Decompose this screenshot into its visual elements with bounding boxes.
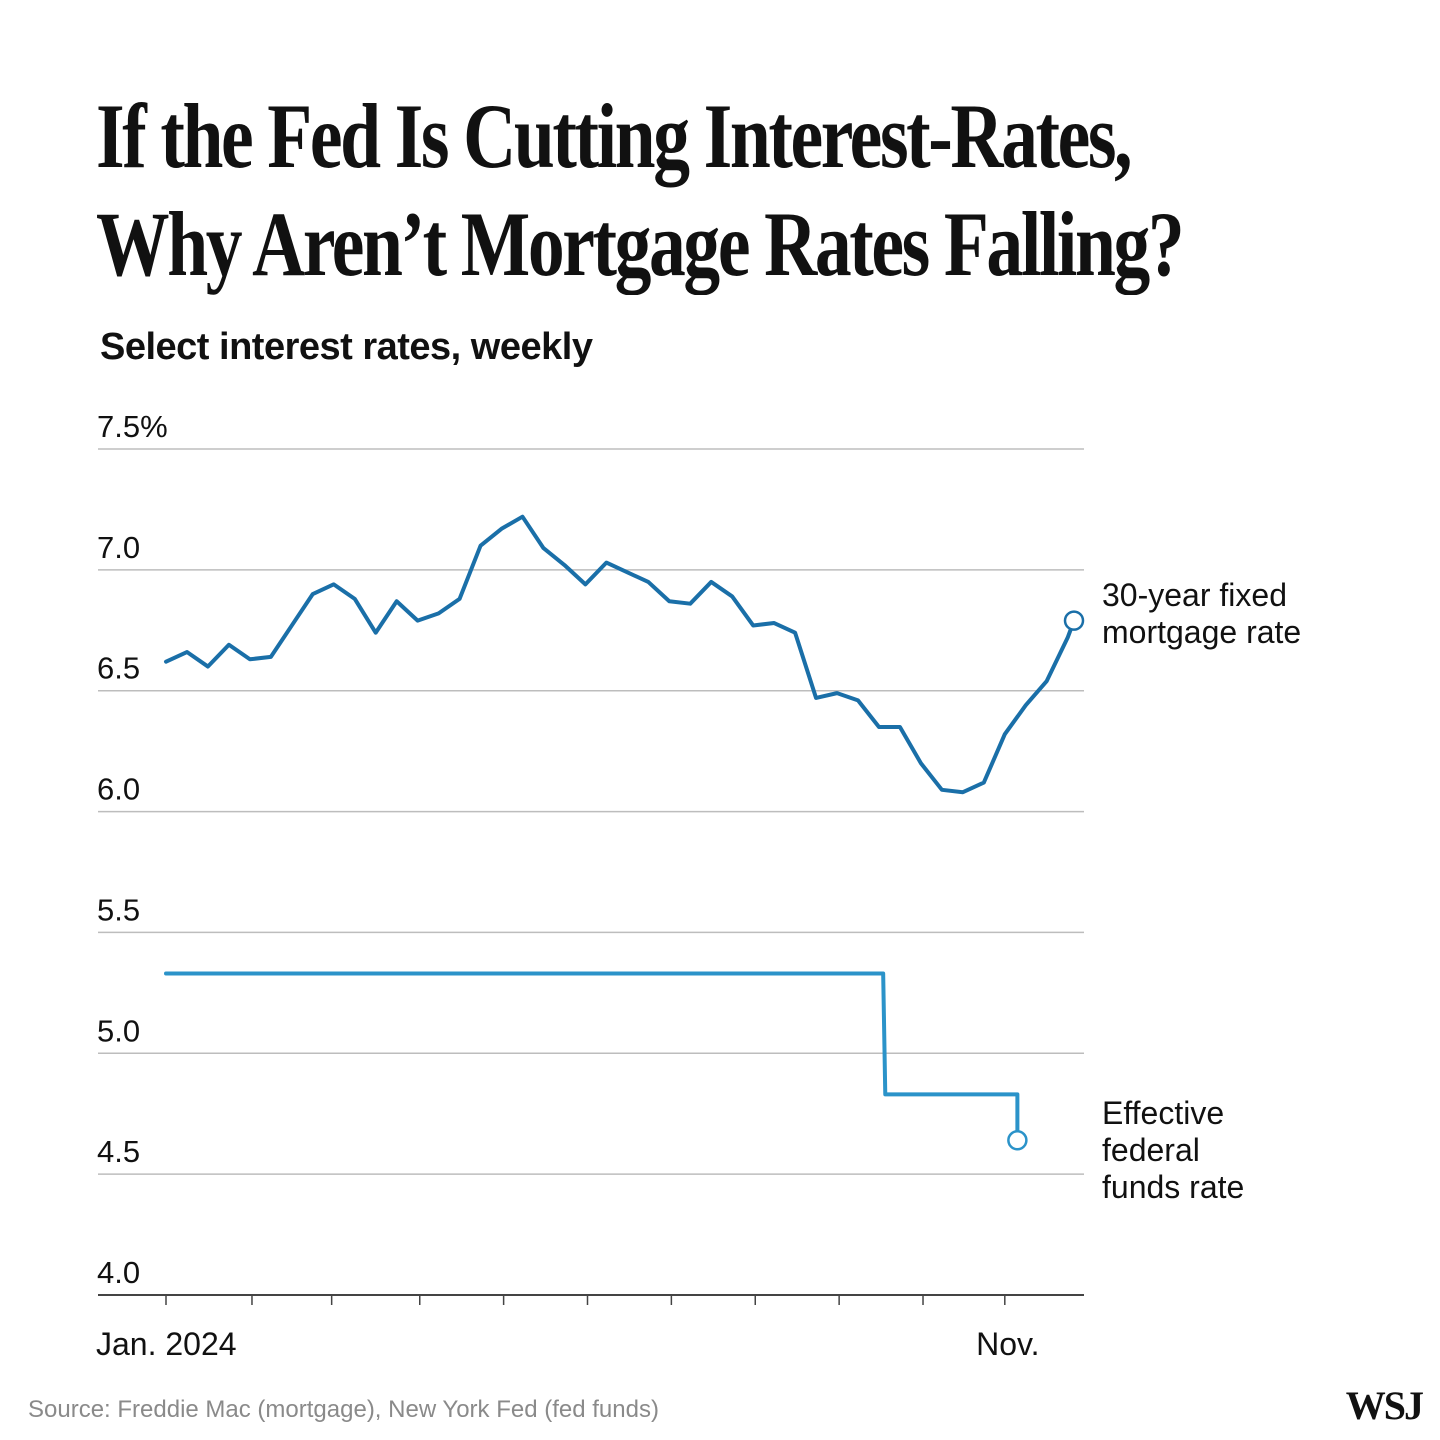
- y-tick-label: 4.5: [97, 1134, 140, 1169]
- source-note: Source: Freddie Mac (mortgage), New York…: [28, 1396, 659, 1423]
- series-label-line: 30-year fixed: [1102, 577, 1287, 613]
- y-tick-label: 7.5%: [97, 409, 168, 444]
- y-axis-labels: 7.5% 7.0 6.5 6.0 5.5 5.0 4.5 4.0: [97, 409, 168, 1290]
- title-line-1: If the Fed Is Cutting Interest-Rates,: [96, 85, 1133, 187]
- series-label-line: mortgage rate: [1102, 614, 1301, 650]
- y-tick-label: 7.0: [97, 530, 140, 565]
- title-line-2: Why Aren’t Mortgage Rates Falling?: [96, 193, 1185, 295]
- fed-funds-end-marker: [1007, 1130, 1028, 1151]
- y-tick-label: 4.0: [97, 1255, 140, 1290]
- series-labels: 30-year fixed mortgage rate Effective feder…: [1102, 577, 1301, 1205]
- series-label-line: funds rate: [1102, 1169, 1244, 1205]
- mortgage-rate-label: 30-year fixed mortgage rate: [1102, 577, 1301, 650]
- gridlines: [98, 448, 1084, 1296]
- y-tick-label: 5.0: [97, 1013, 140, 1048]
- wsj-logo: WSJ: [1345, 1383, 1424, 1428]
- y-tick-label: 5.5: [97, 892, 140, 927]
- y-tick-label: 6.5: [97, 651, 140, 686]
- fed-funds-rate-label: Effective federal funds rate: [1102, 1095, 1244, 1205]
- chart-subtitle: Select interest rates, weekly: [100, 326, 593, 368]
- series-label-line: Effective: [1102, 1095, 1224, 1131]
- x-tick-label: Nov.: [976, 1326, 1039, 1362]
- mortgage-rate-end-marker: [1063, 610, 1085, 631]
- chart-title: If the Fed Is Cutting Interest-Rates, Wh…: [96, 82, 1185, 298]
- fed-funds-rate-line: [164, 971, 1020, 1143]
- series-lines: [164, 514, 1085, 1151]
- x-axis: Jan. 2024 Nov.: [96, 1295, 1040, 1362]
- x-tick-label: Jan. 2024: [96, 1326, 237, 1362]
- mortgage-rate-line: [164, 514, 1076, 795]
- series-label-line: federal: [1102, 1132, 1200, 1168]
- y-tick-label: 6.0: [97, 772, 140, 807]
